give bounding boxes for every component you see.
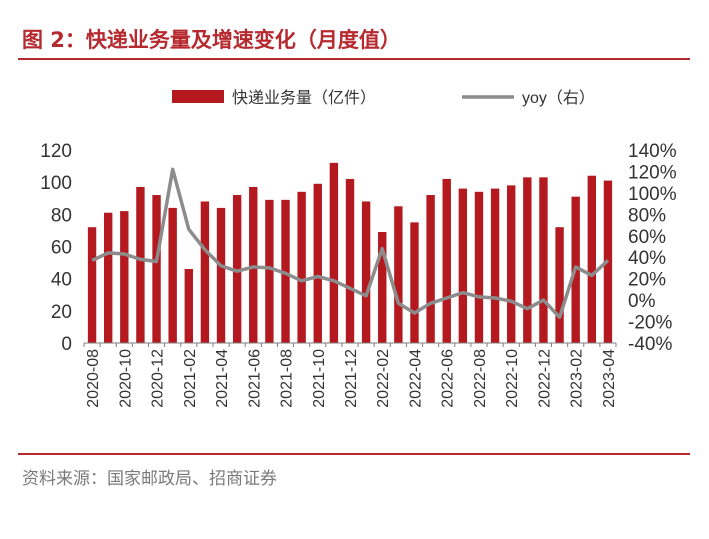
bar bbox=[458, 188, 468, 343]
bar bbox=[329, 162, 339, 343]
x-tick-label: 2021-10 bbox=[311, 349, 328, 408]
bar-series bbox=[87, 162, 613, 343]
x-tick-label: 2023-02 bbox=[569, 349, 586, 408]
x-tick-label: 2023-04 bbox=[601, 349, 618, 408]
bar bbox=[136, 186, 145, 343]
bar bbox=[120, 211, 129, 343]
bar bbox=[313, 183, 322, 343]
bar bbox=[474, 191, 484, 343]
x-tick-label: 2022-02 bbox=[375, 349, 392, 408]
bar bbox=[297, 191, 306, 343]
figure-title: 图 2：快递业务量及增速变化（月度值） bbox=[22, 28, 401, 52]
legend-line-label: yoy（右） bbox=[522, 89, 595, 107]
bar bbox=[555, 227, 564, 343]
bar bbox=[378, 232, 387, 343]
x-tick-label: 2020-10 bbox=[117, 349, 134, 408]
legend: 快递业务量（亿件） yoy（右） bbox=[172, 89, 595, 107]
x-tick-label: 2022-12 bbox=[536, 349, 553, 408]
bar bbox=[587, 175, 597, 343]
bar bbox=[249, 186, 258, 343]
bar bbox=[103, 212, 113, 343]
bar bbox=[442, 178, 451, 343]
legend-bar-swatch bbox=[172, 90, 224, 103]
bar bbox=[265, 199, 274, 343]
bar bbox=[184, 269, 193, 343]
left-axis: 0 20 40 60 80 100 120 bbox=[40, 141, 72, 355]
bar bbox=[507, 185, 516, 343]
bar bbox=[539, 177, 548, 343]
right-tick-label: 20% bbox=[628, 270, 666, 291]
left-tick-label: 60 bbox=[51, 238, 72, 259]
x-tick-label: 2022-10 bbox=[504, 349, 521, 408]
left-tick-label: 100 bbox=[40, 173, 72, 194]
left-tick-label: 20 bbox=[51, 302, 72, 323]
x-axis: 2020-08 2020-10 2020-12 2021-02 2021-04 2021-… bbox=[83, 342, 618, 408]
x-tick-label: 2021-12 bbox=[343, 349, 360, 408]
bar bbox=[168, 207, 177, 343]
right-tick-label: -40% bbox=[628, 334, 672, 355]
bar bbox=[523, 177, 532, 343]
right-tick-label: 0% bbox=[628, 291, 656, 312]
right-tick-label: 40% bbox=[628, 248, 666, 269]
bar bbox=[152, 195, 161, 343]
source-note: 资料来源：国家邮政局、招商证券 bbox=[22, 469, 277, 489]
x-tick-label: 2020-08 bbox=[85, 349, 102, 408]
left-tick-label: 0 bbox=[61, 334, 72, 355]
right-axis: -40%-20%0%20%40%60%80%100%120%140% bbox=[628, 141, 677, 355]
bar bbox=[410, 222, 419, 343]
right-tick-label: 100% bbox=[628, 184, 677, 205]
right-tick-label: 60% bbox=[628, 227, 666, 248]
right-tick-label: 140% bbox=[628, 141, 677, 162]
bar bbox=[361, 201, 371, 343]
bar bbox=[490, 188, 500, 343]
yoy-line-series bbox=[91, 167, 610, 320]
right-tick-label: -20% bbox=[628, 313, 672, 334]
legend-bar-label: 快递业务量（亿件） bbox=[232, 89, 376, 107]
x-tick-label: 2021-04 bbox=[214, 349, 231, 408]
footer-rule bbox=[18, 453, 690, 455]
left-tick-label: 40 bbox=[51, 270, 72, 291]
bar bbox=[232, 195, 242, 343]
bar bbox=[394, 206, 403, 343]
x-tick-label: 2021-02 bbox=[182, 349, 199, 408]
x-tick-label: 2022-04 bbox=[407, 349, 424, 408]
bar bbox=[216, 207, 226, 343]
bar bbox=[281, 199, 290, 343]
x-tick-label: 2022-06 bbox=[440, 349, 457, 408]
x-tick-label: 2020-12 bbox=[150, 349, 167, 408]
bar bbox=[87, 227, 97, 343]
bar bbox=[200, 201, 210, 343]
bar bbox=[345, 178, 355, 343]
x-tick-label: 2021-08 bbox=[279, 349, 296, 408]
left-tick-label: 120 bbox=[40, 141, 72, 162]
right-tick-label: 80% bbox=[628, 205, 666, 226]
x-tick-label: 2021-06 bbox=[246, 349, 263, 408]
bar bbox=[426, 195, 435, 343]
yoy-line bbox=[91, 167, 610, 320]
title-rule bbox=[18, 58, 690, 60]
left-tick-label: 80 bbox=[51, 205, 72, 226]
right-tick-label: 120% bbox=[628, 162, 677, 183]
x-tick-label: 2022-08 bbox=[472, 349, 489, 408]
